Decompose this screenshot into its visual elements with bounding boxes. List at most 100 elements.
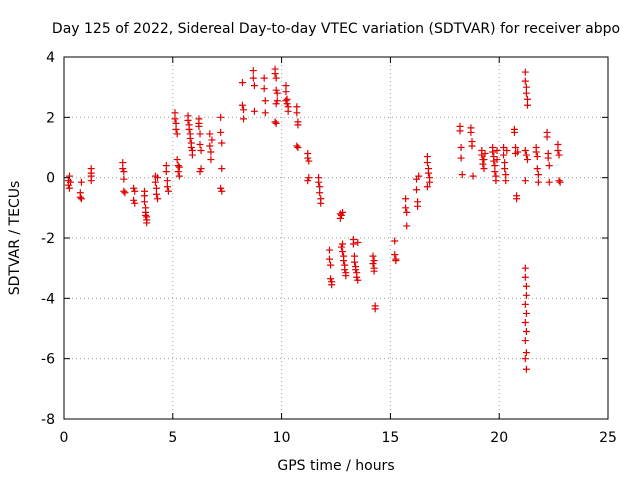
data-point: [481, 150, 489, 158]
data-point: [260, 74, 268, 82]
data-point: [206, 130, 214, 138]
data-point: [172, 125, 180, 133]
data-point: [154, 195, 162, 203]
data-point: [130, 184, 138, 192]
data-point: [162, 162, 170, 170]
data-point: [491, 162, 499, 170]
data-point: [162, 168, 170, 176]
data-markers: [64, 65, 564, 373]
data-point: [500, 151, 508, 159]
data-point: [555, 151, 563, 159]
data-point: [261, 109, 269, 117]
data-point: [328, 281, 336, 289]
y-tick-label: 0: [46, 171, 55, 187]
data-point: [522, 282, 530, 290]
data-point: [414, 202, 422, 210]
data-point: [217, 128, 225, 136]
data-point: [458, 171, 466, 179]
data-point: [249, 74, 257, 82]
data-point: [480, 165, 488, 173]
data-point: [174, 162, 182, 170]
data-point: [305, 174, 313, 182]
data-point: [554, 147, 562, 155]
data-point: [218, 187, 226, 195]
data-point: [272, 100, 280, 108]
x-tick-label: 15: [381, 430, 399, 446]
data-point: [521, 147, 529, 155]
x-tick-label: 20: [490, 430, 508, 446]
data-point: [131, 199, 139, 207]
data-point: [76, 193, 84, 201]
data-point: [293, 142, 301, 150]
data-point: [391, 251, 399, 259]
data-point: [514, 148, 522, 156]
data-point: [238, 79, 246, 87]
data-point: [284, 107, 292, 115]
data-point: [327, 275, 335, 283]
data-point: [304, 177, 312, 185]
grid-lines: [64, 57, 608, 419]
data-point: [238, 101, 246, 109]
data-point: [120, 187, 128, 195]
data-point: [370, 257, 378, 265]
data-point: [196, 140, 204, 148]
data-point: [172, 119, 180, 127]
data-point: [240, 106, 248, 114]
data-point: [500, 144, 508, 151]
data-point: [87, 177, 95, 185]
data-point: [315, 178, 323, 186]
x-axis-title: GPS time / hours: [277, 458, 394, 474]
data-point: [317, 199, 325, 207]
data-point: [468, 142, 476, 150]
data-point: [163, 177, 171, 185]
data-point: [261, 97, 269, 105]
data-point: [341, 266, 349, 274]
data-point: [544, 154, 552, 162]
data-point: [121, 189, 129, 197]
data-point: [489, 148, 497, 156]
data-point: [456, 127, 464, 135]
y-axis-title: SDTVAR / TECUs: [7, 181, 23, 296]
data-point: [327, 261, 335, 269]
data-point: [533, 165, 541, 173]
data-point: [523, 101, 531, 109]
data-point: [293, 109, 301, 117]
data-point: [457, 144, 465, 151]
data-point: [402, 204, 410, 212]
data-point: [469, 172, 477, 180]
data-point: [522, 365, 530, 373]
data-point: [130, 196, 138, 204]
data-point: [503, 147, 511, 155]
data-point: [175, 163, 183, 171]
data-point: [171, 115, 179, 123]
data-point: [294, 144, 302, 151]
data-point: [490, 157, 498, 165]
data-point: [316, 183, 324, 191]
data-point: [534, 178, 542, 186]
data-point: [371, 305, 379, 313]
data-point: [350, 258, 358, 266]
data-point: [175, 172, 183, 180]
data-point: [478, 151, 486, 159]
data-point: [218, 165, 226, 173]
data-point: [163, 183, 171, 191]
data-point: [316, 189, 324, 197]
data-point: [282, 82, 290, 90]
data-point: [521, 300, 529, 308]
data-point: [522, 328, 530, 336]
data-point: [501, 165, 509, 173]
data-point: [521, 68, 529, 76]
data-point: [120, 175, 128, 183]
data-point: [141, 198, 149, 206]
data-point: [354, 239, 362, 247]
data-point: [354, 276, 362, 284]
x-tick-label: 5: [168, 430, 177, 446]
data-point: [413, 186, 421, 194]
data-point: [426, 178, 434, 186]
data-point: [491, 168, 499, 176]
data-point: [77, 195, 85, 203]
data-point: [188, 151, 196, 159]
data-point: [294, 121, 302, 129]
data-point: [479, 160, 487, 168]
data-point: [502, 171, 510, 179]
